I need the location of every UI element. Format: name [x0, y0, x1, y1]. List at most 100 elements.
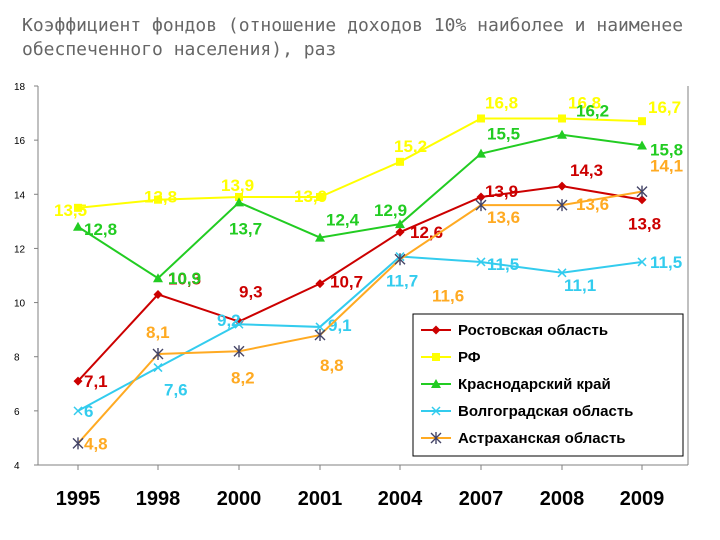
data-point — [637, 195, 647, 205]
legend-label: РФ — [458, 349, 481, 366]
data-point — [314, 329, 326, 342]
chart-title: Коэффициент фондов (отношение доходов 10… — [22, 15, 684, 60]
data-label: 13,8 — [144, 188, 177, 207]
y-tick-label: 12 — [14, 244, 26, 255]
series-line — [77, 117, 643, 209]
data-label: 13,9 — [221, 176, 254, 195]
y-tick-label: 8 — [14, 353, 20, 364]
data-label: 8,1 — [146, 323, 170, 342]
data-label: 12,9 — [374, 201, 407, 220]
legend-marker — [431, 325, 441, 335]
data-point — [476, 257, 486, 267]
data-label: 13,9 — [485, 182, 518, 201]
data-point — [152, 348, 164, 361]
data-label: 11,5 — [487, 255, 519, 274]
y-tick-label: 18 — [14, 82, 26, 93]
data-point — [557, 181, 567, 191]
data-label: 10,3 — [168, 269, 201, 288]
x-tick-label: 2009 — [620, 488, 665, 510]
data-label: 11,7 — [386, 272, 418, 291]
series-4: 67,69,2 9,111,711,511,111,5 — [73, 252, 682, 421]
data-label: 13,7 — [229, 219, 262, 238]
x-tick-label: 2004 — [378, 488, 423, 510]
data-point — [394, 253, 406, 266]
data-point — [477, 114, 485, 123]
data-label: 9,3 — [239, 283, 263, 302]
data-label: 10,7 — [330, 273, 363, 292]
legend-marker — [432, 353, 440, 361]
data-point — [395, 219, 405, 229]
data-label: 12,8 — [84, 220, 117, 239]
data-point — [396, 157, 404, 166]
data-point — [74, 203, 82, 212]
data-label: 12,4 — [326, 211, 360, 230]
data-point — [476, 192, 486, 202]
series-3: 12,8 10,9 13,7 12,4 12,9 15,5 16,2 15,8 — [73, 102, 683, 288]
data-point — [475, 199, 487, 212]
data-point — [638, 117, 646, 126]
data-point — [73, 406, 83, 416]
legend: Ростовская область РФ Краснодарский край Во… — [412, 313, 684, 457]
legend-label: Астраханская область — [458, 430, 626, 447]
data-label: 13,6 — [487, 208, 520, 227]
legend-marker — [430, 432, 442, 444]
data-label: 13,8 — [628, 215, 661, 234]
data-label: 8,2 — [231, 368, 255, 387]
data-label: 15,2 — [394, 137, 427, 156]
x-tick-label: 2008 — [540, 488, 585, 510]
data-point — [233, 345, 245, 358]
data-label: 7,1 — [84, 372, 108, 391]
x-tick-label: 1998 — [136, 488, 181, 510]
x-tick-label: 2000 — [217, 488, 262, 510]
x-tick-label: 2001 — [298, 488, 343, 510]
data-point — [395, 227, 405, 237]
data-label: 14,1 — [650, 157, 683, 176]
data-point — [73, 221, 83, 231]
data-point — [154, 195, 162, 204]
data-label: 14,3 — [570, 161, 603, 180]
data-point — [234, 319, 244, 329]
series-5: 4,8 8,1 8,2 8,8 11,6 13,6 13,6 14,1 — [72, 157, 683, 453]
data-point — [235, 192, 243, 201]
data-label: 16,7 — [648, 98, 681, 117]
data-point — [234, 197, 244, 207]
x-tick-label: 2007 — [459, 488, 504, 510]
data-point — [637, 257, 647, 267]
data-point — [153, 273, 163, 283]
data-point — [636, 185, 648, 198]
data-point — [153, 289, 163, 299]
data-point — [315, 279, 325, 289]
data-point — [637, 140, 647, 150]
data-label: 6 — [84, 402, 93, 421]
data-point — [476, 148, 486, 158]
series-line — [77, 190, 643, 445]
data-label: 8,8 — [320, 356, 344, 375]
y-tick-label: 16 — [14, 136, 26, 147]
data-label: 15,8 — [650, 141, 683, 160]
data-point — [72, 437, 84, 450]
data-point — [557, 268, 567, 278]
data-label: 7,6 — [164, 381, 188, 400]
data-point — [316, 192, 324, 201]
legend-label: Ростовская область — [458, 322, 608, 339]
y-tick-label: 10 — [14, 299, 26, 310]
data-label: 11,1 — [564, 276, 596, 295]
data-point — [556, 199, 568, 212]
series-2: 13,5 13,8 13,9 13,9 15,2 16,8 16,8 16,7 — [54, 93, 681, 219]
y-tick-label: 6 — [14, 407, 20, 418]
series-line — [77, 133, 643, 280]
data-label: 11,5 — [650, 253, 682, 272]
data-label: 15,5 — [487, 125, 520, 144]
data-point — [315, 232, 325, 242]
data-point — [558, 114, 566, 123]
legend-label: Волгоградская область — [458, 403, 633, 420]
series-line — [77, 185, 643, 382]
legend-marker — [431, 406, 441, 416]
y-tick-label: 4 — [14, 461, 20, 472]
data-label: 16,2 — [576, 102, 609, 121]
data-label: 12,6 — [410, 223, 443, 242]
data-point — [73, 376, 83, 386]
data-point — [557, 129, 567, 139]
data-point — [153, 363, 163, 373]
